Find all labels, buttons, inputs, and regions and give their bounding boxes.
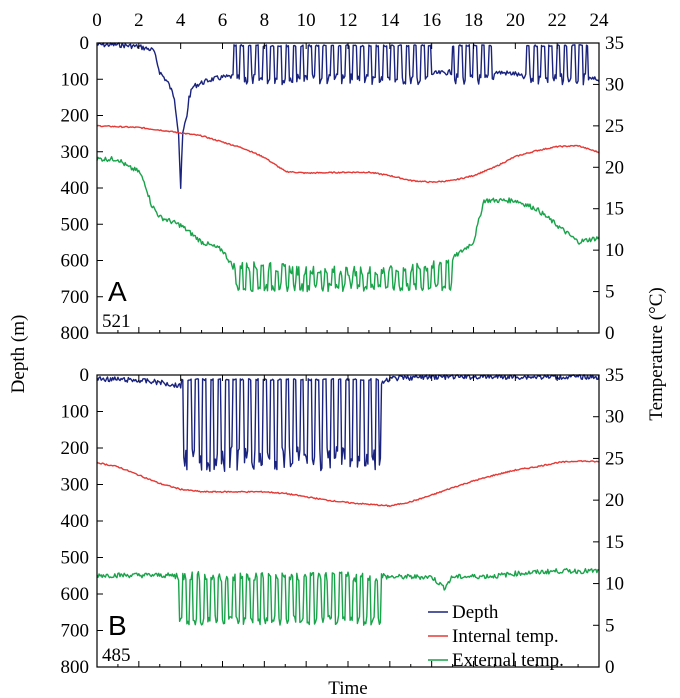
depth-tick-label: 800 (61, 657, 90, 678)
x-axis-title: Time (328, 678, 367, 698)
depth-tick-label: 800 (61, 323, 90, 344)
temp-tick-label: 25 (605, 448, 624, 469)
panel-tag-id: 521 (102, 311, 131, 332)
depth-tick-label: 200 (61, 106, 90, 127)
temp-tick-label: 10 (605, 574, 624, 595)
temp-tick-label: 5 (605, 282, 615, 303)
temp-tick-label: 25 (605, 116, 624, 137)
x-tick-label: 2 (134, 10, 144, 31)
depth-tick-label: 300 (61, 475, 90, 496)
x-tick-label: 18 (464, 10, 483, 31)
series-internal-temp-line (96, 460, 600, 508)
depth-tick-label: 400 (61, 511, 90, 532)
series-internal-temp-line (96, 124, 600, 184)
series-external-temp-line (96, 567, 600, 626)
temp-tick-label: 30 (605, 74, 624, 95)
temp-tick-label: 10 (605, 240, 624, 261)
plot-frame (96, 374, 600, 668)
depth-tick-label: 500 (61, 548, 90, 569)
temp-tick-label: 0 (605, 323, 615, 344)
panel-tag-id: 485 (102, 645, 131, 666)
depth-tick-label: 0 (80, 33, 90, 54)
x-tick-label: 0 (92, 10, 102, 31)
legend-label: Depth (452, 602, 499, 623)
temp-tick-label: 20 (605, 157, 624, 178)
x-tick-label: 6 (218, 10, 228, 31)
panel-b: 0 100 200 300 400 500 600 700 800 0 5 10 15 20 25 30 35 B… (61, 365, 625, 678)
legend-label: External temp. (452, 650, 564, 671)
temp-tick-label: 5 (605, 615, 615, 636)
y-axis-left-title: Depth (m) (8, 315, 29, 394)
depth-tick-label: 700 (61, 621, 90, 642)
x-tick-label: 4 (176, 10, 186, 31)
legend-label: Internal temp. (452, 626, 559, 647)
legend: Depth Internal temp. External temp. (428, 602, 564, 671)
depth-tick-label: 400 (61, 178, 90, 199)
depth-tick-label: 0 (80, 365, 90, 386)
depth-tick-label: 600 (61, 584, 90, 605)
temp-tick-label: 30 (605, 407, 624, 428)
panel-letter: B (108, 610, 127, 641)
series-depth-line (96, 42, 600, 189)
x-tick-label: 16 (422, 10, 441, 31)
series-external-temp-line (96, 156, 600, 293)
panel-letter: A (108, 276, 127, 307)
temp-tick-label: 0 (605, 657, 615, 678)
depth-tick-label: 500 (61, 214, 90, 235)
y-axis-right-title: Temperature (°C) (646, 287, 667, 420)
plot-frame (96, 42, 600, 334)
temp-tick-label: 35 (605, 365, 624, 386)
temp-tick-label: 15 (605, 532, 624, 553)
depth-tick-label: 600 (61, 251, 90, 272)
temp-tick-label: 35 (605, 33, 624, 54)
depth-tick-label: 300 (61, 142, 90, 163)
temp-tick-label: 20 (605, 490, 624, 511)
x-tick-label: 14 (380, 10, 400, 31)
depth-tick-label: 100 (61, 402, 90, 423)
x-tick-label: 10 (297, 10, 316, 31)
series-depth-line (96, 374, 600, 472)
panel-a: 0 2 4 6 8 10 12 14 16 18 20 22 240100200300400500600… (61, 10, 625, 344)
x-tick-label: 22 (548, 10, 567, 31)
depth-tick-label: 700 (61, 287, 90, 308)
depth-tick-label: 100 (61, 69, 90, 90)
x-tick-label: 20 (506, 10, 525, 31)
depth-tick-label: 200 (61, 438, 90, 459)
temp-tick-label: 15 (605, 199, 624, 220)
x-tick-label: 8 (260, 10, 270, 31)
x-tick-label: 12 (339, 10, 358, 31)
x-tick-label: 24 (590, 10, 610, 31)
